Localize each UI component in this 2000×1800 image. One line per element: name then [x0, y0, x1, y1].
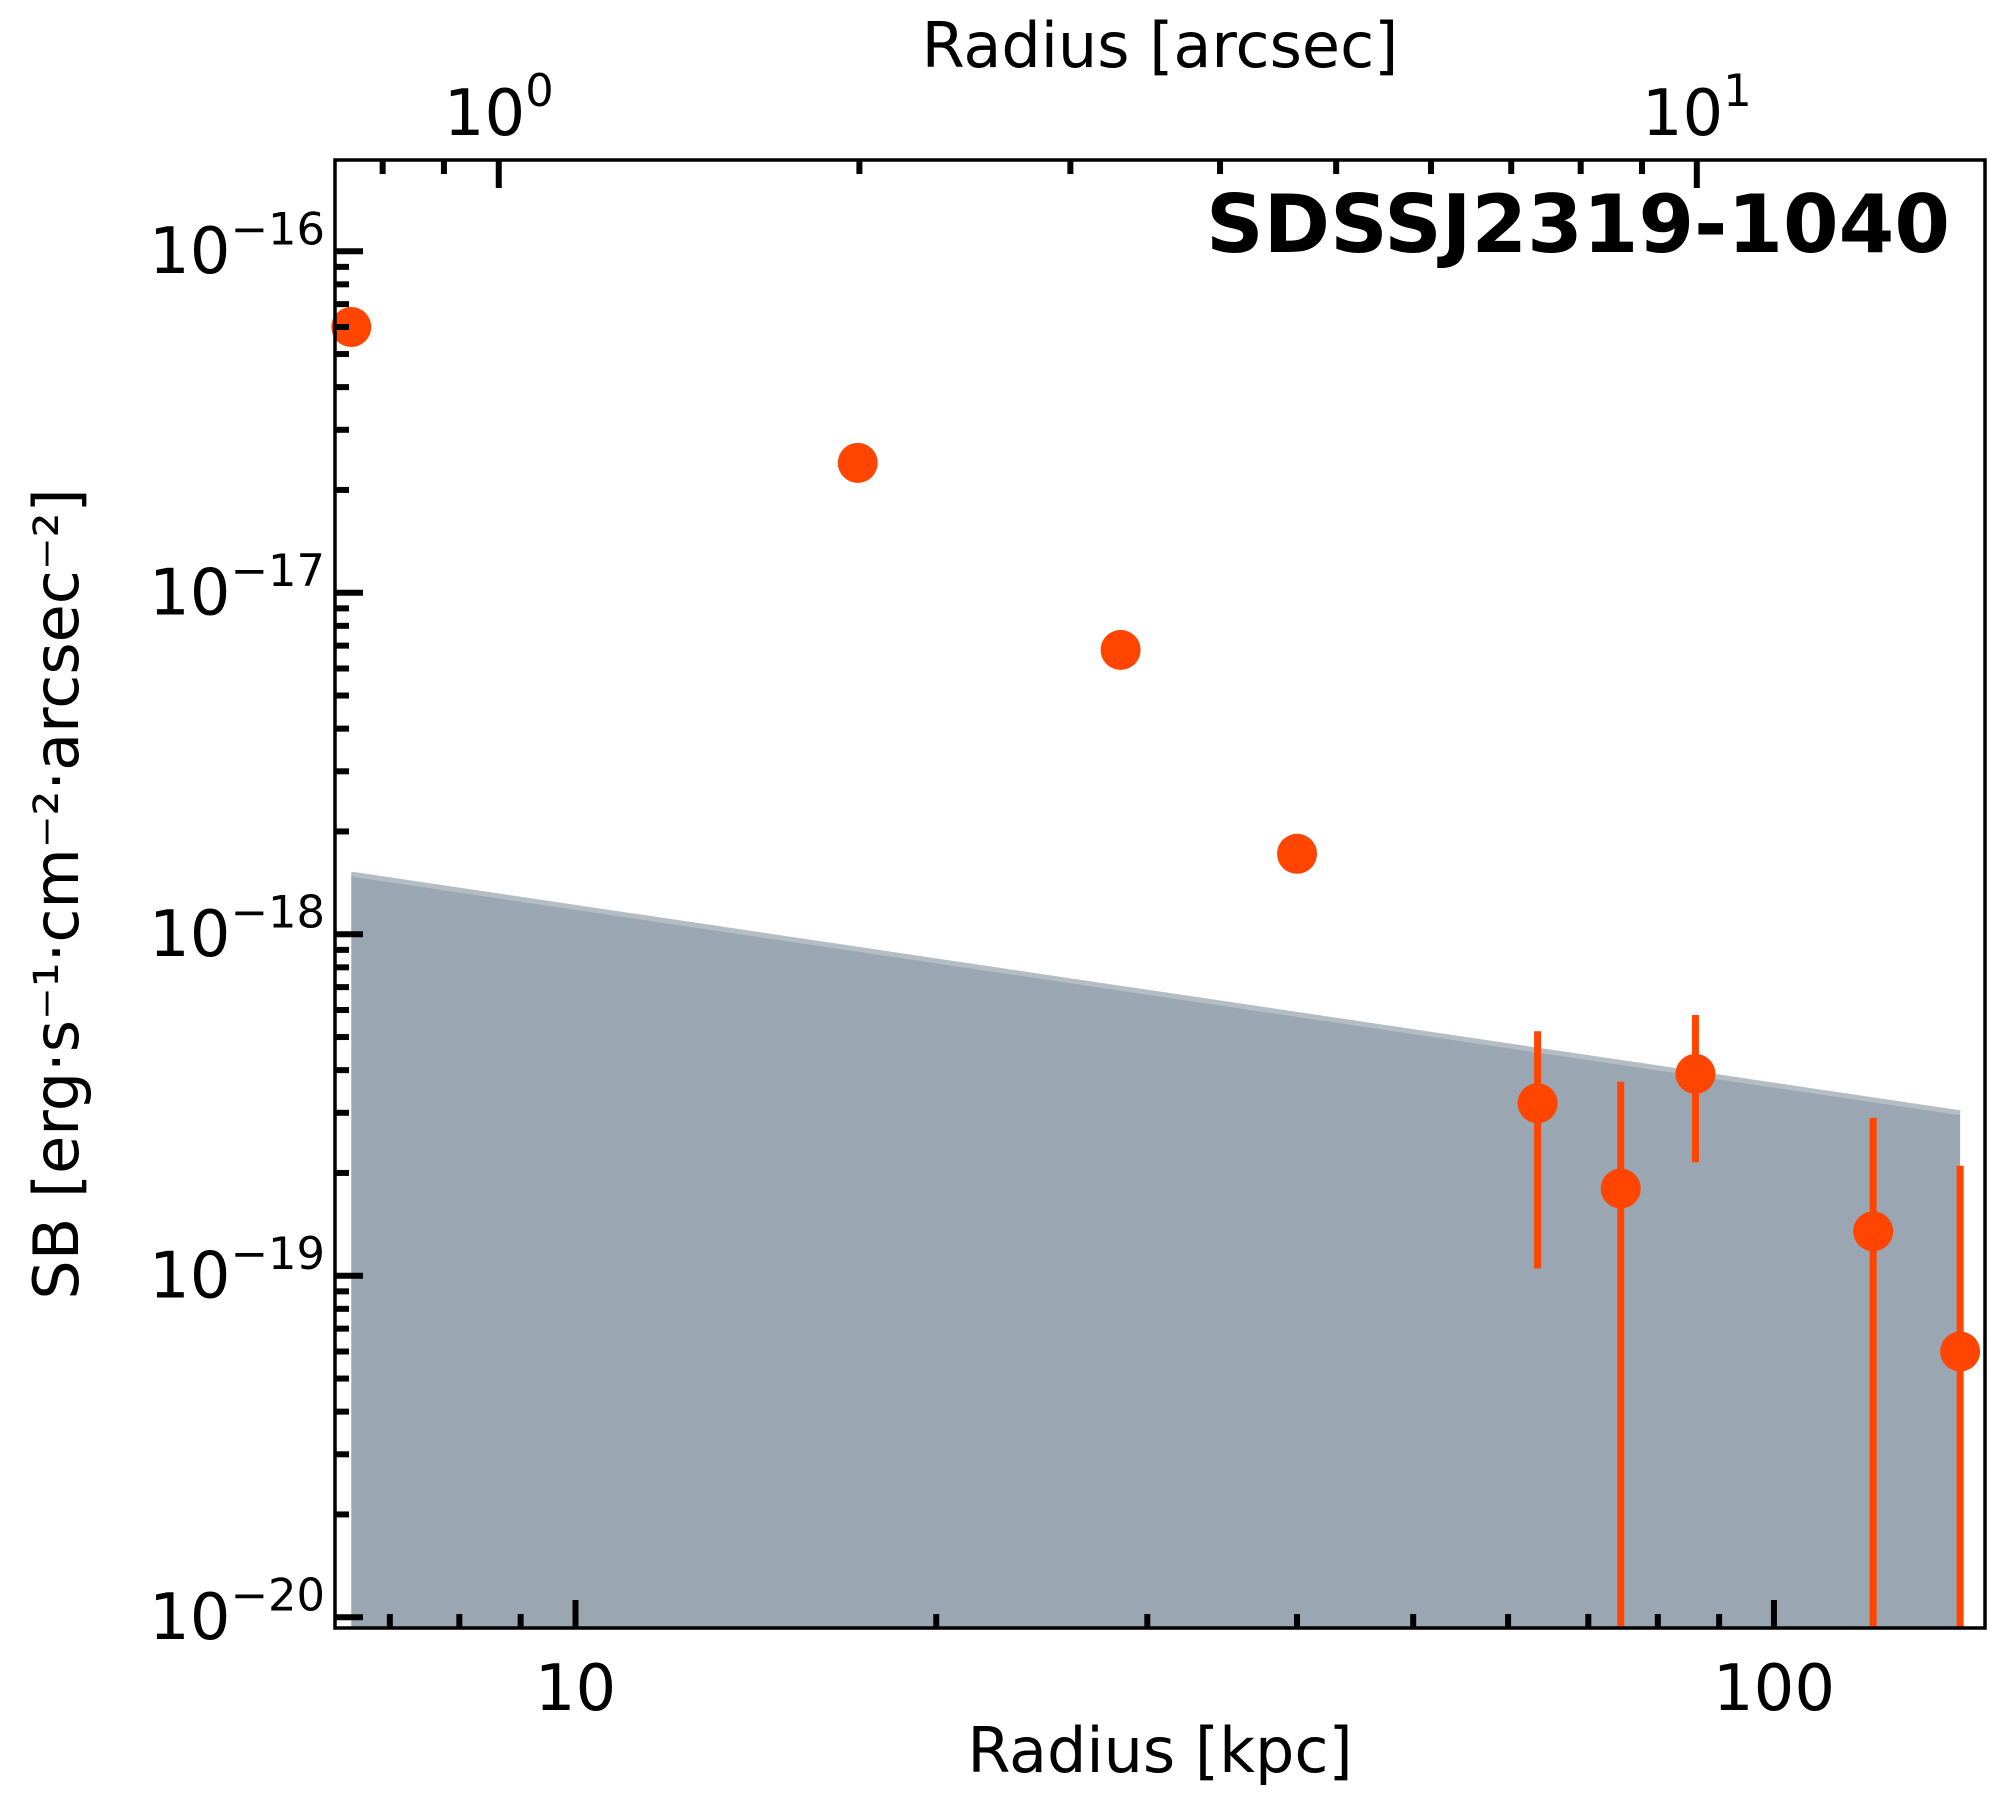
- data-point: [1853, 1211, 1894, 1252]
- x2-tick-label: 101: [1642, 64, 1752, 151]
- x-axis-title: Radius [kpc]: [967, 1714, 1352, 1787]
- y-axis-title: SB [erg·s⁻¹·cm⁻²·arcsec⁻²]: [20, 488, 93, 1299]
- upper-limit-region: [351, 874, 1961, 1628]
- data-point: [1277, 833, 1318, 874]
- data-point: [1675, 1053, 1716, 1094]
- y-tick-label: 10−18: [149, 885, 325, 972]
- y-tick-label: 10−17: [149, 544, 325, 631]
- x2-tick-label: 100: [444, 64, 554, 151]
- data-point: [837, 442, 878, 483]
- x-tick-label: 10: [535, 1652, 616, 1726]
- data-point: [1100, 629, 1141, 670]
- y-tick-label: 10−19: [149, 1227, 325, 1314]
- y-tick-label: 10−16: [149, 202, 325, 289]
- data-point: [1517, 1083, 1558, 1124]
- plot-area: [331, 307, 1981, 1628]
- axis-ticks: 10 100 100 101 10−16 10−17 10−18 10−19 10−20: [149, 64, 1835, 1726]
- data-point: [1600, 1168, 1641, 1209]
- y-tick-label: 10−20: [149, 1568, 325, 1655]
- plot-frame: [333, 158, 1987, 1630]
- x2-axis-title: Radius [arcsec]: [922, 9, 1399, 82]
- x-tick-label: 100: [1713, 1652, 1835, 1726]
- chart-title: SDSSJ2319-1040: [1206, 178, 1950, 271]
- data-point: [331, 307, 372, 348]
- data-point: [1940, 1331, 1981, 1372]
